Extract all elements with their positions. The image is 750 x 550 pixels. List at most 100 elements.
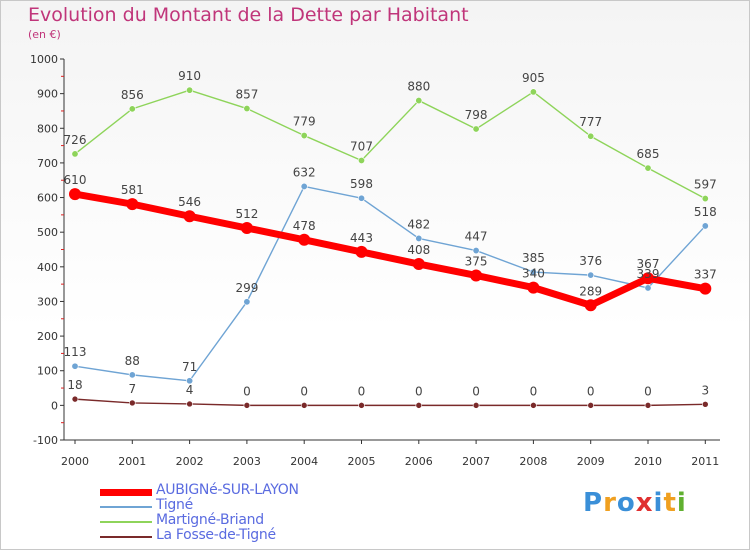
data-point-0 [412, 258, 425, 271]
data-point-0 [470, 269, 483, 282]
data-label: 779 [293, 115, 316, 129]
data-label: 299 [235, 281, 258, 295]
logo-letter: t [663, 488, 677, 518]
data-point-1 [587, 271, 595, 279]
data-point-2 [472, 125, 480, 133]
data-label: 512 [235, 207, 258, 221]
x-tick-label: 2007 [462, 455, 490, 468]
logo-letter: x [635, 488, 654, 518]
data-label: 443 [350, 231, 373, 245]
data-label: 0 [300, 384, 308, 398]
x-tick-label: 2006 [405, 455, 433, 468]
data-point-3 [358, 402, 365, 409]
data-label: 0 [644, 384, 652, 398]
data-point-2 [357, 156, 365, 164]
data-point-2 [644, 164, 652, 172]
data-label: 337 [694, 268, 717, 282]
logo-letter: i [676, 488, 687, 518]
data-point-2 [587, 132, 595, 140]
data-label: 367 [637, 257, 660, 271]
data-point-1 [243, 298, 251, 306]
data-label: 905 [522, 71, 545, 85]
legend-item: La Fosse-de-Tigné [100, 527, 360, 544]
data-point-3 [701, 401, 709, 408]
y-tick-label: 900 [37, 88, 58, 101]
data-point-1 [300, 182, 308, 190]
data-point-3 [129, 399, 136, 407]
data-label: 685 [637, 147, 660, 161]
data-label: 598 [350, 177, 373, 191]
data-label: 726 [64, 133, 87, 147]
logo-letter: o [616, 488, 636, 518]
x-tick-label: 2010 [634, 455, 662, 468]
data-point-0 [298, 233, 311, 246]
data-label: 340 [522, 267, 545, 281]
data-point-0 [584, 299, 597, 312]
legend-swatch [100, 488, 152, 496]
y-tick-label: 200 [37, 330, 58, 343]
data-label: 0 [587, 384, 595, 398]
data-label: 447 [465, 230, 488, 244]
data-point-1 [644, 284, 652, 292]
data-label: 0 [530, 384, 538, 398]
data-point-2 [701, 195, 709, 203]
x-tick-label: 2003 [233, 455, 261, 468]
data-label: 856 [121, 88, 144, 102]
x-tick-label: 2008 [519, 455, 547, 468]
data-point-0 [527, 281, 540, 294]
legend-label: AUBIGNé-SUR-LAYON [156, 482, 299, 498]
data-point-3 [472, 402, 480, 409]
data-point-2 [415, 97, 423, 105]
data-label: 3 [701, 383, 709, 397]
series-line-2 [74, 89, 706, 200]
series-line-1 [74, 185, 706, 382]
y-tick-label: 800 [37, 122, 58, 135]
data-label: 478 [293, 219, 316, 233]
data-point-2 [243, 105, 251, 113]
line-chart: -100010020030040050060070080090010002000… [30, 53, 720, 468]
data-label: 880 [407, 80, 430, 94]
x-tick-label: 2000 [61, 455, 89, 468]
logo-letter: i [653, 488, 664, 518]
data-label: 546 [178, 195, 201, 209]
series-line-0 [71, 190, 709, 309]
y-tick-label: 400 [37, 261, 58, 274]
chart-subtitle: (en €) [28, 28, 61, 41]
legend-swatch [100, 536, 152, 538]
legend-swatch [100, 506, 152, 508]
data-point-3 [243, 402, 251, 409]
data-label: 0 [415, 384, 423, 398]
data-point-2 [529, 88, 537, 96]
data-point-1 [701, 222, 709, 230]
data-point-0 [183, 210, 196, 223]
y-tick-label: 700 [37, 157, 58, 170]
data-label: 385 [522, 251, 545, 265]
legend-item: Tigné [100, 497, 360, 514]
chart-title: Evolution du Montant de la Dette par Hab… [28, 4, 469, 26]
data-point-2 [186, 86, 194, 94]
data-label: 339 [637, 267, 660, 281]
data-point-3 [644, 402, 652, 409]
data-label: 113 [64, 345, 87, 359]
data-label: 518 [694, 205, 717, 219]
data-label: 798 [465, 108, 488, 122]
legend-label: La Fosse-de-Tigné [156, 527, 276, 543]
data-point-1 [415, 234, 423, 242]
legend-label: Tigné [156, 497, 193, 513]
data-point-1 [357, 194, 365, 202]
x-tick-label: 2011 [691, 455, 719, 468]
data-point-3 [186, 400, 193, 408]
y-tick-label: 500 [37, 226, 58, 239]
data-point-0 [355, 245, 368, 258]
data-point-3 [71, 395, 79, 403]
x-tick-label: 2004 [290, 455, 318, 468]
data-label: 581 [121, 183, 144, 197]
data-label: 910 [178, 69, 201, 83]
data-label: 707 [350, 139, 373, 153]
data-label: 0 [472, 384, 480, 398]
y-tick-label: 300 [37, 295, 58, 308]
data-point-3 [530, 402, 537, 409]
legend-swatch [100, 521, 152, 523]
data-label: 289 [579, 284, 602, 298]
